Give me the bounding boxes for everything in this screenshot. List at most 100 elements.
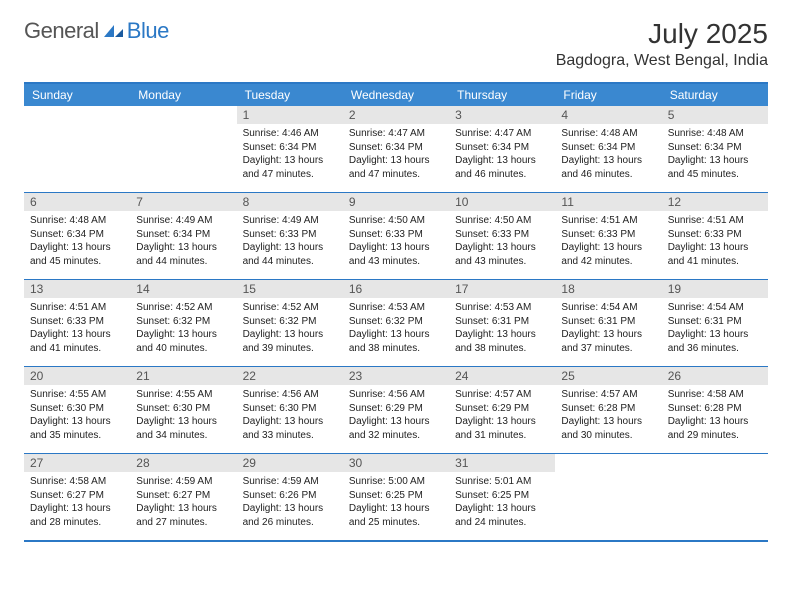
sunset-line: Sunset: 6:27 PM	[136, 489, 230, 503]
day-number: 3	[449, 106, 555, 124]
daylight-line: Daylight: 13 hours and 41 minutes.	[668, 241, 762, 268]
day-number: 27	[24, 454, 130, 472]
day-body: Sunrise: 4:59 AMSunset: 6:26 PMDaylight:…	[237, 472, 343, 535]
day-body: Sunrise: 4:47 AMSunset: 6:34 PMDaylight:…	[449, 124, 555, 187]
dayheader-saturday: Saturday	[662, 84, 768, 106]
day-number: 10	[449, 193, 555, 211]
day-cell: 16Sunrise: 4:53 AMSunset: 6:32 PMDayligh…	[343, 280, 449, 366]
day-number: 17	[449, 280, 555, 298]
sunrise-line: Sunrise: 4:53 AM	[455, 301, 549, 315]
week-row: 1Sunrise: 4:46 AMSunset: 6:34 PMDaylight…	[24, 106, 768, 193]
day-number: 15	[237, 280, 343, 298]
sunrise-line: Sunrise: 5:01 AM	[455, 475, 549, 489]
day-cell: 7Sunrise: 4:49 AMSunset: 6:34 PMDaylight…	[130, 193, 236, 279]
daylight-line: Daylight: 13 hours and 35 minutes.	[30, 415, 124, 442]
day-number: 24	[449, 367, 555, 385]
sunset-line: Sunset: 6:25 PM	[349, 489, 443, 503]
day-number: 20	[24, 367, 130, 385]
day-body: Sunrise: 4:49 AMSunset: 6:33 PMDaylight:…	[237, 211, 343, 274]
daylight-line: Daylight: 13 hours and 44 minutes.	[136, 241, 230, 268]
day-number: 22	[237, 367, 343, 385]
day-cell: 29Sunrise: 4:59 AMSunset: 6:26 PMDayligh…	[237, 454, 343, 540]
sunrise-line: Sunrise: 4:57 AM	[455, 388, 549, 402]
day-body: Sunrise: 4:48 AMSunset: 6:34 PMDaylight:…	[662, 124, 768, 187]
sunrise-line: Sunrise: 4:52 AM	[243, 301, 337, 315]
sunset-line: Sunset: 6:33 PM	[561, 228, 655, 242]
day-number: 7	[130, 193, 236, 211]
day-cell: 15Sunrise: 4:52 AMSunset: 6:32 PMDayligh…	[237, 280, 343, 366]
sunrise-line: Sunrise: 5:00 AM	[349, 475, 443, 489]
sunset-line: Sunset: 6:32 PM	[136, 315, 230, 329]
day-cell: 18Sunrise: 4:54 AMSunset: 6:31 PMDayligh…	[555, 280, 661, 366]
day-number: 2	[343, 106, 449, 124]
daylight-line: Daylight: 13 hours and 37 minutes.	[561, 328, 655, 355]
day-body: Sunrise: 4:52 AMSunset: 6:32 PMDaylight:…	[130, 298, 236, 361]
logo: General Blue	[24, 18, 169, 44]
day-cell: 1Sunrise: 4:46 AMSunset: 6:34 PMDaylight…	[237, 106, 343, 192]
day-body: Sunrise: 4:51 AMSunset: 6:33 PMDaylight:…	[662, 211, 768, 274]
day-body: Sunrise: 4:48 AMSunset: 6:34 PMDaylight:…	[24, 211, 130, 274]
sunrise-line: Sunrise: 4:48 AM	[30, 214, 124, 228]
sunset-line: Sunset: 6:32 PM	[243, 315, 337, 329]
sunset-line: Sunset: 6:33 PM	[668, 228, 762, 242]
day-number: 12	[662, 193, 768, 211]
daylight-line: Daylight: 13 hours and 45 minutes.	[30, 241, 124, 268]
day-cell: 5Sunrise: 4:48 AMSunset: 6:34 PMDaylight…	[662, 106, 768, 192]
day-cell: 11Sunrise: 4:51 AMSunset: 6:33 PMDayligh…	[555, 193, 661, 279]
day-body: Sunrise: 4:59 AMSunset: 6:27 PMDaylight:…	[130, 472, 236, 535]
logo-text-general: General	[24, 18, 99, 44]
daylight-line: Daylight: 13 hours and 45 minutes.	[668, 154, 762, 181]
week-row: 20Sunrise: 4:55 AMSunset: 6:30 PMDayligh…	[24, 367, 768, 454]
day-body: Sunrise: 5:01 AMSunset: 6:25 PMDaylight:…	[449, 472, 555, 535]
day-body: Sunrise: 4:52 AMSunset: 6:32 PMDaylight:…	[237, 298, 343, 361]
day-cell: 14Sunrise: 4:52 AMSunset: 6:32 PMDayligh…	[130, 280, 236, 366]
week-row: 27Sunrise: 4:58 AMSunset: 6:27 PMDayligh…	[24, 454, 768, 542]
sunset-line: Sunset: 6:26 PM	[243, 489, 337, 503]
weeks-container: 1Sunrise: 4:46 AMSunset: 6:34 PMDaylight…	[24, 106, 768, 542]
daylight-line: Daylight: 13 hours and 32 minutes.	[349, 415, 443, 442]
daylight-line: Daylight: 13 hours and 27 minutes.	[136, 502, 230, 529]
logo-sail-icon	[103, 23, 125, 39]
day-cell: 23Sunrise: 4:56 AMSunset: 6:29 PMDayligh…	[343, 367, 449, 453]
daylight-line: Daylight: 13 hours and 31 minutes.	[455, 415, 549, 442]
sunset-line: Sunset: 6:25 PM	[455, 489, 549, 503]
sunset-line: Sunset: 6:30 PM	[136, 402, 230, 416]
daylight-line: Daylight: 13 hours and 44 minutes.	[243, 241, 337, 268]
daylight-line: Daylight: 13 hours and 38 minutes.	[349, 328, 443, 355]
sunset-line: Sunset: 6:28 PM	[668, 402, 762, 416]
sunset-line: Sunset: 6:33 PM	[243, 228, 337, 242]
sunset-line: Sunset: 6:34 PM	[136, 228, 230, 242]
sunset-line: Sunset: 6:33 PM	[455, 228, 549, 242]
day-body: Sunrise: 4:58 AMSunset: 6:28 PMDaylight:…	[662, 385, 768, 448]
day-body: Sunrise: 4:56 AMSunset: 6:30 PMDaylight:…	[237, 385, 343, 448]
daylight-line: Daylight: 13 hours and 29 minutes.	[668, 415, 762, 442]
location: Bagdogra, West Bengal, India	[556, 52, 768, 70]
daylight-line: Daylight: 13 hours and 24 minutes.	[455, 502, 549, 529]
day-body: Sunrise: 4:56 AMSunset: 6:29 PMDaylight:…	[343, 385, 449, 448]
sunset-line: Sunset: 6:27 PM	[30, 489, 124, 503]
day-number: 5	[662, 106, 768, 124]
day-cell: 22Sunrise: 4:56 AMSunset: 6:30 PMDayligh…	[237, 367, 343, 453]
day-number: 21	[130, 367, 236, 385]
day-cell: 4Sunrise: 4:48 AMSunset: 6:34 PMDaylight…	[555, 106, 661, 192]
day-cell: 19Sunrise: 4:54 AMSunset: 6:31 PMDayligh…	[662, 280, 768, 366]
day-number: 18	[555, 280, 661, 298]
day-cell: 24Sunrise: 4:57 AMSunset: 6:29 PMDayligh…	[449, 367, 555, 453]
daylight-line: Daylight: 13 hours and 40 minutes.	[136, 328, 230, 355]
sunrise-line: Sunrise: 4:50 AM	[349, 214, 443, 228]
day-number: 23	[343, 367, 449, 385]
daylight-line: Daylight: 13 hours and 39 minutes.	[243, 328, 337, 355]
day-cell: 26Sunrise: 4:58 AMSunset: 6:28 PMDayligh…	[662, 367, 768, 453]
sunrise-line: Sunrise: 4:46 AM	[243, 127, 337, 141]
sunrise-line: Sunrise: 4:55 AM	[136, 388, 230, 402]
daylight-line: Daylight: 13 hours and 33 minutes.	[243, 415, 337, 442]
dayheader-thursday: Thursday	[449, 84, 555, 106]
dayheader-tuesday: Tuesday	[237, 84, 343, 106]
sunset-line: Sunset: 6:32 PM	[349, 315, 443, 329]
sunset-line: Sunset: 6:29 PM	[349, 402, 443, 416]
title-block: July 2025 Bagdogra, West Bengal, India	[556, 18, 768, 70]
daylight-line: Daylight: 13 hours and 43 minutes.	[349, 241, 443, 268]
sunset-line: Sunset: 6:30 PM	[30, 402, 124, 416]
dayheader-monday: Monday	[130, 84, 236, 106]
sunrise-line: Sunrise: 4:56 AM	[243, 388, 337, 402]
